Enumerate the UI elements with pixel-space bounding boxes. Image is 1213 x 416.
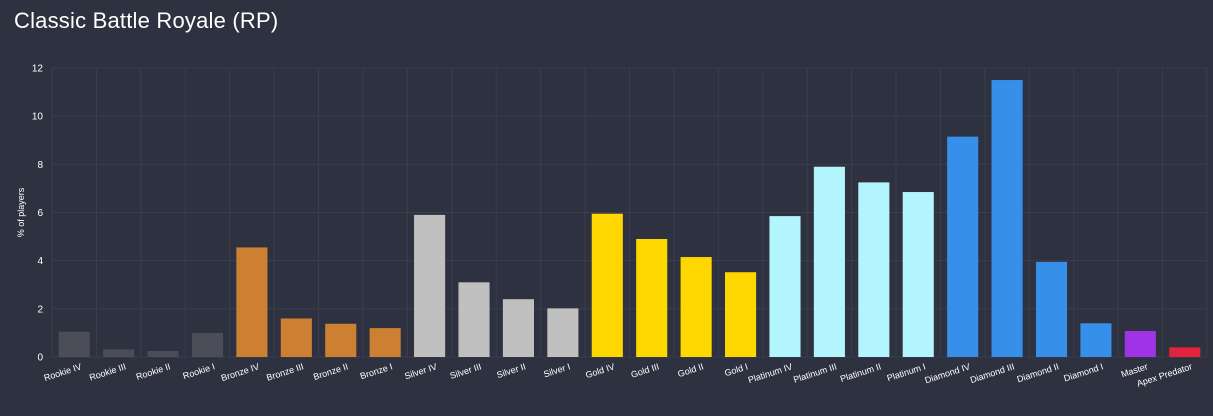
x-tick-label: Rookie III <box>88 361 127 382</box>
x-tick-label: Silver I <box>542 361 571 379</box>
bar-silver-iv[interactable] <box>414 214 446 357</box>
x-tick-label: Platinum II <box>839 361 883 384</box>
y-axis-ticks: 0 2 4 6 8 10 12 <box>32 64 44 364</box>
x-tick-label: Diamond I <box>1062 361 1104 383</box>
grid <box>51 67 1208 358</box>
bar-diamond-i[interactable] <box>1080 323 1112 357</box>
bar-bronze-iv[interactable] <box>236 247 268 357</box>
x-tick-label: Gold IV <box>584 361 616 380</box>
bar-gold-iv[interactable] <box>591 213 623 357</box>
x-tick-label: Platinum IV <box>747 361 794 385</box>
y-tick-label: 12 <box>32 64 44 75</box>
y-tick-label: 10 <box>32 112 44 123</box>
bar-diamond-ii[interactable] <box>1035 261 1068 357</box>
x-tick-label: Rookie II <box>135 361 172 381</box>
y-tick-label: 8 <box>37 160 43 171</box>
x-tick-label: Silver IV <box>403 361 438 381</box>
x-tick-label: Rookie I <box>182 361 217 381</box>
bar-platinum-ii[interactable] <box>858 182 890 357</box>
y-tick-label: 4 <box>37 256 43 267</box>
bar-platinum-iii[interactable] <box>813 166 845 357</box>
x-tick-label: Diamond II <box>1016 361 1060 384</box>
x-tick-label: Platinum I <box>886 361 927 383</box>
bar-master[interactable] <box>1124 330 1156 357</box>
bar-diamond-iv[interactable] <box>947 136 979 357</box>
x-tick-label: Silver II <box>495 361 527 380</box>
x-tick-label: Gold II <box>676 361 704 379</box>
bar-rookie-ii[interactable] <box>147 350 179 357</box>
bar-platinum-iv[interactable] <box>769 216 801 357</box>
x-tick-label: Gold I <box>723 361 749 378</box>
bar-silver-i[interactable] <box>547 308 579 357</box>
x-tick-label: Platinum III <box>792 361 838 384</box>
x-tick-label: Diamond III <box>969 361 1016 385</box>
x-tick-label: Bronze I <box>359 361 394 381</box>
bar-diamond-iii[interactable] <box>991 80 1023 358</box>
bar-rookie-i[interactable] <box>191 332 224 357</box>
x-tick-label: Silver III <box>449 361 483 381</box>
bar-apex-predator[interactable] <box>1169 347 1201 357</box>
bar-silver-iii[interactable] <box>458 282 490 357</box>
bar-rookie-iii[interactable] <box>103 349 135 357</box>
y-tick-label: 2 <box>37 304 43 315</box>
bar-gold-ii[interactable] <box>680 257 712 357</box>
x-axis-labels: Rookie IV Rookie III Rookie II Rookie I Bron… <box>43 361 1194 388</box>
chart-title: Classic Battle Royale (RP) <box>14 8 279 33</box>
bar-bronze-i[interactable] <box>369 328 401 357</box>
bar-bronze-ii[interactable] <box>325 323 357 357</box>
bars <box>58 80 1201 358</box>
x-tick-label: Bronze IV <box>220 361 261 383</box>
x-tick-label: Gold III <box>630 361 661 379</box>
x-tick-label: Bronze III <box>265 361 305 382</box>
y-tick-label: 0 <box>37 353 43 364</box>
bar-platinum-i[interactable] <box>902 192 934 357</box>
bar-rookie-iv[interactable] <box>58 331 90 357</box>
x-tick-label: Diamond IV <box>923 361 971 385</box>
x-tick-label: Bronze II <box>312 361 349 382</box>
bar-bronze-iii[interactable] <box>280 318 312 357</box>
y-tick-label: 6 <box>37 208 43 219</box>
bar-gold-i[interactable] <box>725 272 757 357</box>
bar-gold-iii[interactable] <box>636 238 668 357</box>
bar-silver-ii[interactable] <box>502 299 534 357</box>
x-tick-label: Rookie IV <box>43 361 83 383</box>
y-axis-title: % of players <box>16 187 26 237</box>
